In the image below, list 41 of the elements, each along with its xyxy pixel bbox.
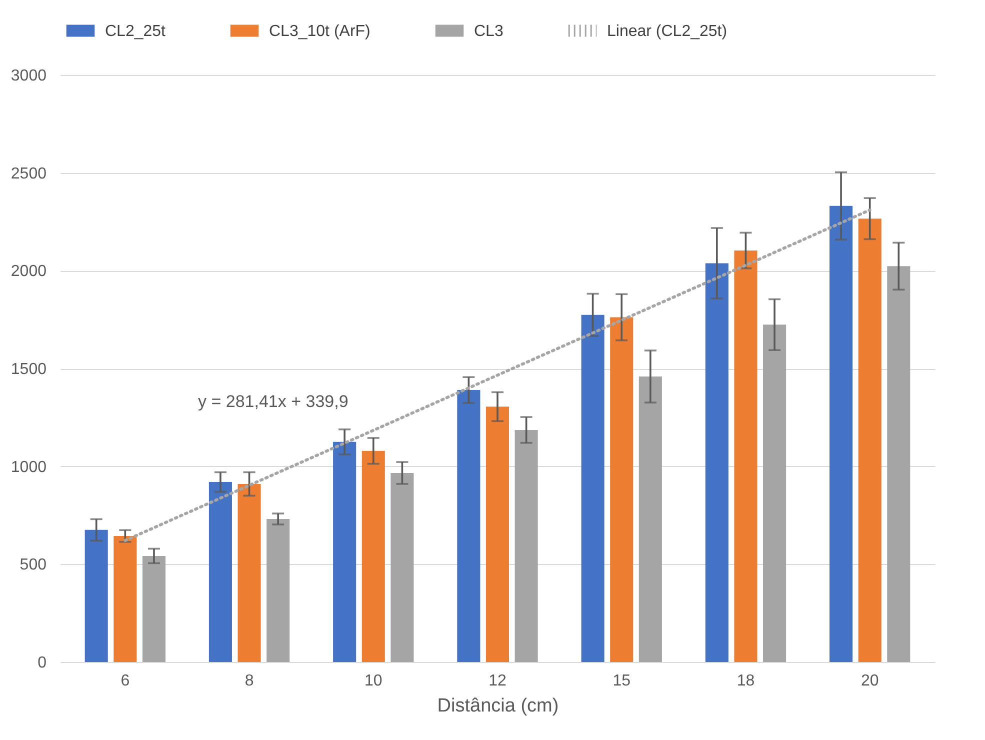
y-tick-label: 2500 [10,165,47,182]
y-tick-label: 500 [20,556,47,574]
bar [830,206,853,662]
x-tick-label: 10 [364,672,382,690]
x-tick-label: 8 [244,672,254,690]
legend-label: CL3 [474,22,504,40]
x-axis-title: Distância (cm) [437,696,559,716]
y-tick-label: 1000 [10,458,47,476]
y-tick-label: 1500 [10,361,47,378]
y-tick-label: 3000 [10,68,47,84]
bar [390,472,414,662]
legend-label: CL2_25t [105,22,166,40]
bar [333,442,356,662]
bar [142,556,166,662]
legend-label: Linear (CL2_25t) [607,22,728,40]
bar [581,314,604,662]
bar [457,390,480,662]
x-tick-label: 15 [612,672,631,690]
x-tick-label: 18 [736,672,755,690]
bar [887,266,910,662]
bar [734,250,758,662]
bar [208,482,232,662]
legend-label: CL3_10t (ArF) [269,22,370,40]
bar [638,376,662,662]
y-tick-label: 0 [38,654,47,672]
bar [238,484,261,662]
x-tick-label: 20 [860,672,879,690]
bar [763,324,786,662]
bar [610,317,634,662]
bar [514,430,538,662]
bar [362,450,385,662]
x-tick-label: 6 [120,672,130,690]
y-tick-label: 2000 [10,263,47,280]
bar [84,530,108,662]
bar [486,406,510,662]
annotation: y = 281,41x + 339,9 [198,392,348,411]
bar [858,218,882,662]
bar [266,518,290,662]
bar [705,263,728,662]
x-tick-label: 12 [488,672,506,690]
bar [114,536,137,662]
